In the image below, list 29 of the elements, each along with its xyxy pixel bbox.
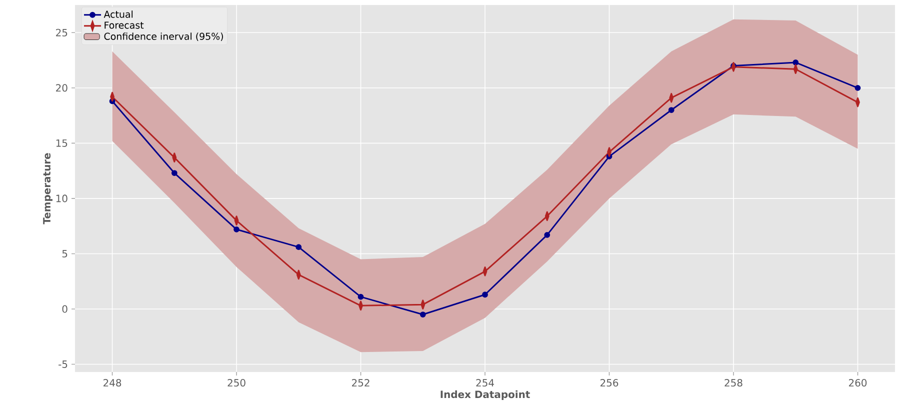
point <box>668 107 674 113</box>
point <box>171 170 178 176</box>
legend-label: Actual <box>104 10 133 18</box>
point <box>420 312 426 318</box>
y-tick-label: 10 <box>56 194 68 202</box>
x-tick-label: 248 <box>104 379 122 387</box>
y-tick-label: 15 <box>56 139 68 147</box>
point <box>296 244 302 250</box>
y-tick-label: 20 <box>56 84 68 92</box>
point <box>792 60 799 66</box>
y-tick-label: 5 <box>62 250 68 258</box>
legend-label: Confidence inerval (95%) <box>104 32 223 42</box>
point <box>482 292 488 298</box>
point <box>544 232 550 238</box>
y-tick-label: -5 <box>58 360 68 368</box>
x-tick-label: 256 <box>600 379 618 387</box>
x-axis-title: Index Datapoint <box>440 390 530 400</box>
legend-label: Forecast <box>104 22 144 29</box>
point <box>234 226 240 232</box>
y-tick-label: 0 <box>62 305 68 313</box>
x-tick-label: 258 <box>724 379 742 387</box>
y-axis-title: Temperature <box>43 153 52 224</box>
point <box>358 294 364 300</box>
x-tick-label: 252 <box>352 379 370 387</box>
point <box>854 84 861 91</box>
x-tick-label: 260 <box>848 379 867 387</box>
x-tick-label: 254 <box>476 379 494 387</box>
x-tick-label: 250 <box>228 379 246 387</box>
y-tick-label: 25 <box>56 28 68 36</box>
